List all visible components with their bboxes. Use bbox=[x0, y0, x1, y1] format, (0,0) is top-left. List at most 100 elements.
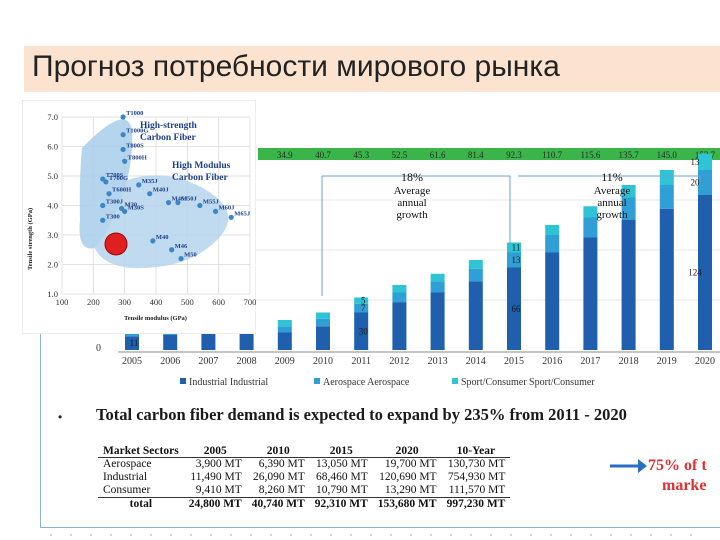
legend-label: Industrial Industrial bbox=[189, 377, 268, 388]
total-label: 45.3 bbox=[353, 150, 369, 160]
grade-label: M30S bbox=[128, 204, 145, 211]
table-header-cell: 2010 bbox=[246, 444, 310, 458]
table-header-cell: Market Sectors bbox=[98, 444, 184, 458]
grade-label: M55J bbox=[203, 199, 220, 206]
grade-point bbox=[136, 182, 142, 188]
annotation-1-line1: Average bbox=[394, 185, 431, 197]
bar-segment-2-2018 bbox=[621, 185, 636, 198]
grade-label: M40J bbox=[153, 187, 170, 194]
chart-legend: Industrial Industrial Aerospace Aerospace… bbox=[180, 377, 595, 388]
market-share-line1: 75% of t bbox=[648, 457, 707, 474]
table-cell: 111,570 MT bbox=[448, 484, 506, 496]
grade-point bbox=[147, 191, 153, 197]
bar-segment-2-2012 bbox=[392, 285, 407, 293]
y-tick-zero: 0 bbox=[96, 343, 101, 354]
table-row: Industrial 11,490 MT 26,090 MT 68,460 MT… bbox=[98, 471, 510, 484]
bar-segment-0-2014 bbox=[468, 281, 483, 350]
inset-x-axis-label: Tensile modulus (GPa) bbox=[124, 315, 187, 322]
table-cell: 997,230 MT bbox=[441, 497, 511, 511]
table-header-cell: 2020 bbox=[372, 444, 442, 458]
x-tick-label: 2011 bbox=[351, 356, 371, 367]
x-tick-label: 2015 bbox=[504, 356, 524, 367]
inset-y-tick: 1.0 bbox=[47, 289, 58, 299]
legend-label: Sport/Consumer Sport/Consumer bbox=[461, 377, 595, 388]
inset-y-axis-label: Tensile strength (GPa) bbox=[27, 208, 34, 270]
table-row: Aerospace 3,900 MT 6,390 MT 13,050 MT 19… bbox=[98, 458, 510, 472]
x-tick-label: 2014 bbox=[466, 356, 486, 367]
group-label-high-modulus-1: High Modulus bbox=[172, 161, 231, 171]
bar-data-label: 13 bbox=[691, 157, 701, 167]
bar-segment-0-2016 bbox=[545, 252, 560, 350]
bar-segment-2-2016 bbox=[545, 225, 560, 235]
grade-label: T800S bbox=[126, 142, 144, 149]
table-cell: total bbox=[98, 497, 184, 511]
grade-label: M50J bbox=[181, 196, 198, 203]
bar-segment-0-2018 bbox=[621, 220, 636, 350]
grade-point bbox=[120, 114, 126, 120]
table-header-cell: 2005 bbox=[183, 444, 247, 458]
total-label: 135.7 bbox=[618, 150, 639, 160]
bar-segment-1-2019 bbox=[659, 185, 674, 209]
annotation-2-line1: Average bbox=[594, 185, 631, 197]
bar-data-label: 124 bbox=[688, 268, 702, 278]
grade-point bbox=[103, 179, 109, 185]
table-cell: 6,390 MT bbox=[258, 458, 305, 470]
inset-x-tick: 300 bbox=[118, 297, 131, 307]
inset-x-tick: 100 bbox=[56, 297, 69, 307]
inset-y-tick: 5.0 bbox=[47, 171, 58, 181]
market-share-line2: marke bbox=[662, 477, 707, 494]
bar-segment-2-2009 bbox=[277, 320, 292, 327]
bar-segment-0-2006 bbox=[163, 335, 178, 350]
table-cell: 19,700 MT bbox=[384, 458, 437, 470]
x-tick-label: 2012 bbox=[389, 356, 409, 367]
inset-y-tick: 7.0 bbox=[47, 112, 58, 122]
x-tick-label: 2008 bbox=[237, 356, 257, 367]
grade-point bbox=[120, 132, 126, 138]
annotation-2-pct: 11% bbox=[601, 170, 623, 184]
table-cell: 13,290 MT bbox=[384, 484, 437, 496]
growth-annotation-2: 11% Average annual growth bbox=[518, 170, 701, 221]
market-share-callout: 75% of t marke bbox=[648, 456, 707, 496]
grade-label: T600H bbox=[112, 187, 131, 194]
inset-y-tick: 4.0 bbox=[47, 201, 58, 211]
bullet-marker: • bbox=[58, 410, 63, 424]
bar-data-label: 11 bbox=[512, 243, 521, 253]
table-row: Consumer 9,410 MT 8,260 MT 10,790 MT 13,… bbox=[98, 484, 510, 498]
x-tick-label: 2017 bbox=[580, 356, 600, 367]
grade-point bbox=[122, 158, 128, 164]
table-cell: 24,800 MT bbox=[183, 497, 247, 511]
bar-segment-0-2011 bbox=[354, 312, 369, 350]
bar-data-label: 66 bbox=[512, 304, 522, 314]
inset-y-tick: 2.0 bbox=[47, 260, 58, 270]
table-cell: 68,460 MT bbox=[316, 471, 368, 483]
table-cell: 11,490 MT bbox=[190, 471, 242, 483]
inset-x-tick: 700 bbox=[244, 297, 256, 307]
x-tick-label: 2013 bbox=[428, 356, 448, 367]
inset-y-tick: 3.0 bbox=[47, 230, 58, 240]
table-cell: 153,680 MT bbox=[372, 497, 442, 511]
x-tick-label: 2007 bbox=[198, 356, 218, 367]
grade-label: T1000G bbox=[126, 128, 148, 135]
x-tick-label: 2018 bbox=[619, 356, 639, 367]
bar-data-label: 20 bbox=[691, 178, 701, 188]
bar-segment-0-2012 bbox=[392, 302, 407, 350]
bar-segment-1-2015 bbox=[507, 252, 521, 268]
table-header-cell: 2015 bbox=[309, 444, 373, 458]
grade-label: T1000 bbox=[126, 110, 143, 117]
table-total-row: total 24,800 MT 40,740 MT 92,310 MT 153,… bbox=[98, 497, 511, 511]
x-tick-label: 2009 bbox=[275, 356, 295, 367]
table-cell: 754,930 MT bbox=[447, 471, 506, 483]
table-cell: 10,790 MT bbox=[316, 484, 368, 496]
inset-y-tick: 6.0 bbox=[47, 142, 58, 152]
bar-segment-0-2013 bbox=[430, 292, 445, 350]
grade-label: T800H bbox=[128, 154, 147, 161]
grade-label: M65J bbox=[234, 210, 251, 217]
grade-point bbox=[178, 256, 184, 262]
bar-segment-2-2019 bbox=[659, 170, 674, 185]
table-cell: Consumer bbox=[103, 484, 151, 496]
total-label: 92.3 bbox=[506, 150, 522, 160]
bar-data-label: 7 bbox=[361, 303, 366, 313]
table-cell: 26,090 MT bbox=[253, 471, 305, 483]
grade-label: M46 bbox=[175, 243, 188, 250]
